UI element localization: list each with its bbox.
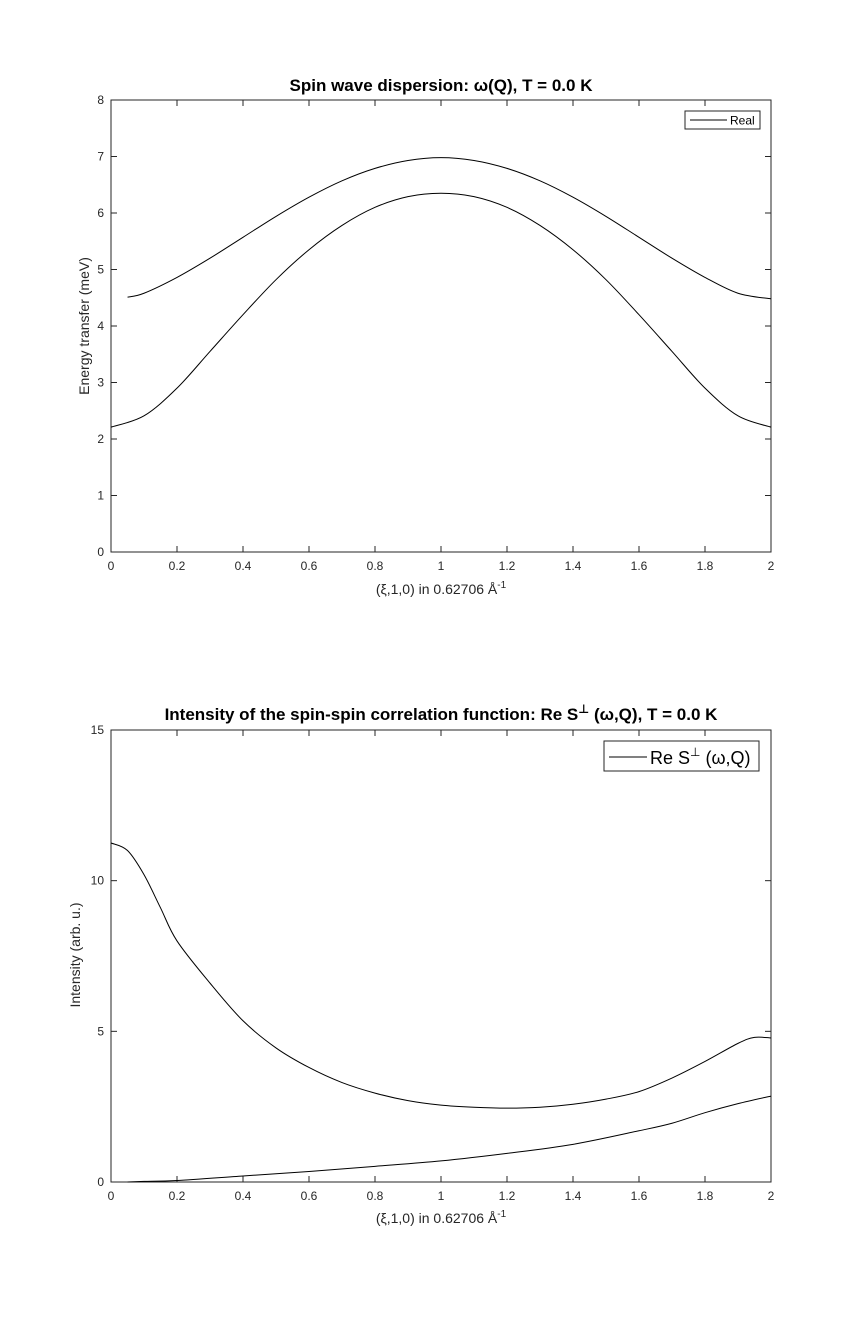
intensity-chart: Intensity of the spin-spin correlation f…: [67, 702, 775, 1226]
series-line-1: [110, 842, 772, 1109]
x-tick-label: 1.6: [631, 1189, 648, 1203]
y-tick-label: 6: [97, 206, 104, 220]
tick-marks: [110, 99, 772, 553]
axes-frame: [110, 729, 772, 1183]
x-tick-label: 1.4: [565, 559, 582, 573]
x-tick-label: 1.2: [499, 1189, 516, 1203]
x-tick-label: 1: [438, 559, 445, 573]
x-axis-label: (ξ,1,0) in 0.62706 Å-1: [376, 1209, 507, 1226]
legend-box: [603, 740, 760, 772]
y-tick-labels: 0 5 10 15: [91, 723, 105, 1189]
x-tick-label: 1.8: [697, 1189, 714, 1203]
x-tick-label: 0.8: [367, 559, 384, 573]
chart-title: Spin wave dispersion: ω(Q), T = 0.0 K: [290, 76, 594, 95]
x-tick-label: 0.4: [235, 559, 252, 573]
legend-label: Real: [730, 114, 755, 128]
y-tick-label: 0: [97, 1175, 104, 1189]
series-group: [110, 842, 772, 1183]
y-tick-labels: 0 1 2 3 4 5 6 7 8: [97, 93, 104, 559]
x-tick-label: 1: [438, 1189, 445, 1203]
y-axis-label: Intensity (arb. u.): [67, 902, 83, 1007]
x-tick-label: 2: [768, 1189, 775, 1203]
y-tick-label: 5: [97, 1024, 104, 1038]
series-group: [110, 157, 772, 428]
y-tick-label: 15: [91, 723, 105, 737]
x-tick-label: 2: [768, 559, 775, 573]
x-tick-labels: 0 0.2 0.4 0.6 0.8 1 1.2 1.4 1.6 1.8 2: [108, 1189, 775, 1203]
x-tick-label: 1.6: [631, 559, 648, 573]
x-tick-label: 0.8: [367, 1189, 384, 1203]
y-tick-label: 0: [97, 545, 104, 559]
legend: Re S⊥ (ω,Q): [603, 740, 760, 772]
y-axis-label: Energy transfer (meV): [76, 257, 92, 395]
series-line-1: [127, 157, 772, 300]
legend: Real: [684, 110, 761, 130]
x-tick-label: 0.6: [301, 1189, 318, 1203]
series-line-2: [110, 192, 772, 428]
y-tick-label: 10: [91, 874, 105, 888]
x-tick-label: 0.2: [169, 1189, 186, 1203]
y-tick-label: 3: [97, 376, 104, 390]
y-tick-label: 8: [97, 93, 104, 107]
x-axis-label: (ξ,1,0) in 0.62706 Å-1: [376, 580, 507, 597]
x-tick-label: 0.6: [301, 559, 318, 573]
y-tick-label: 5: [97, 263, 104, 277]
y-tick-label: 7: [97, 150, 104, 164]
legend-label: Re S⊥ (ω,Q): [650, 745, 751, 768]
axes-frame: [110, 99, 772, 553]
series-line-2: [127, 1095, 772, 1183]
chart-title: Intensity of the spin-spin correlation f…: [165, 702, 719, 724]
tick-marks: [110, 729, 772, 1183]
x-tick-label: 1.2: [499, 559, 516, 573]
x-tick-label: 0.2: [169, 559, 186, 573]
x-tick-label: 0: [108, 559, 115, 573]
x-tick-labels: 0 0.2 0.4 0.6 0.8 1 1.2 1.4 1.6 1.8 2: [108, 559, 775, 573]
x-tick-label: 0.4: [235, 1189, 252, 1203]
y-tick-label: 4: [97, 319, 104, 333]
y-tick-label: 1: [97, 489, 104, 503]
y-tick-label: 2: [97, 432, 104, 446]
x-tick-label: 1.8: [697, 559, 714, 573]
x-tick-label: 0: [108, 1189, 115, 1203]
x-tick-label: 1.4: [565, 1189, 582, 1203]
